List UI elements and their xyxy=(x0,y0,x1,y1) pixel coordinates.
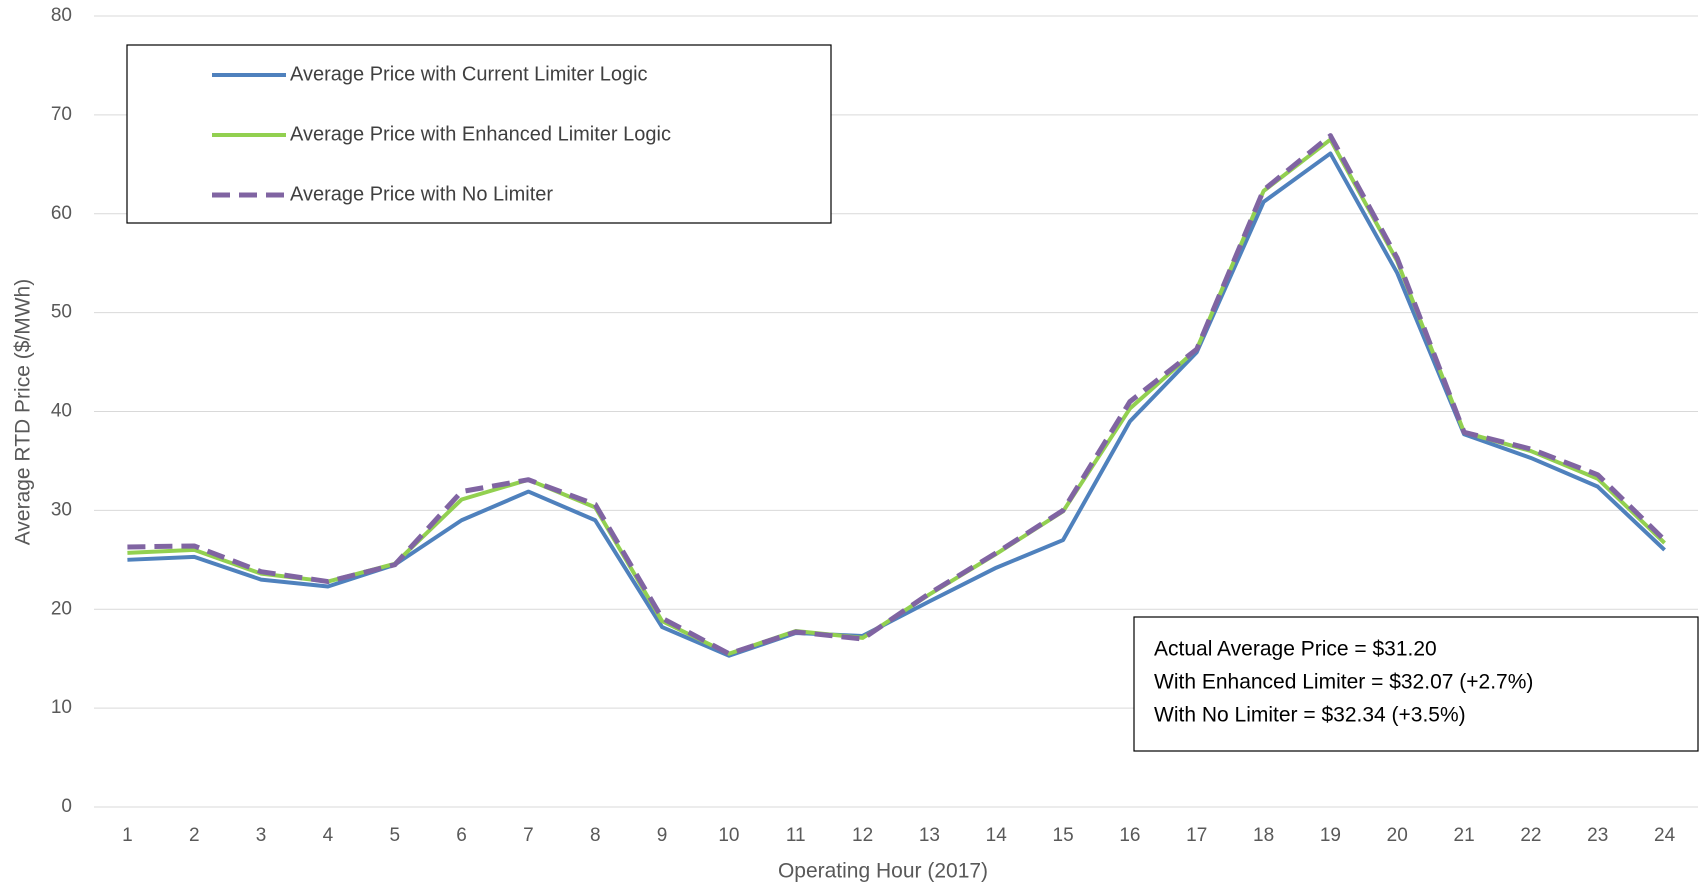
x-tick-label: 4 xyxy=(323,825,334,846)
x-tick-label: 2 xyxy=(189,825,200,846)
x-tick-label: 15 xyxy=(1053,825,1074,846)
y-tick-label: 60 xyxy=(51,203,72,224)
x-tick-label: 19 xyxy=(1320,825,1341,846)
y-tick-label: 0 xyxy=(61,796,72,817)
x-tick-label: 24 xyxy=(1654,825,1676,846)
legend-label: Average Price with Current Limiter Logic xyxy=(290,63,648,85)
x-tick-label: 10 xyxy=(718,825,739,846)
x-tick-label: 23 xyxy=(1587,825,1608,846)
legend: Average Price with Current Limiter Logic… xyxy=(126,44,832,224)
x-tick-label: 22 xyxy=(1520,825,1541,846)
series-line xyxy=(127,133,1667,657)
x-tick-label: 20 xyxy=(1387,825,1408,846)
x-tick-label: 8 xyxy=(590,825,601,846)
y-tick-label: 70 xyxy=(51,104,72,125)
y-tick-label: 50 xyxy=(51,302,72,323)
x-axis-label: Operating Hour (2017) xyxy=(778,860,988,883)
annotation: Actual Average Price = $31.20 With Enhanc… xyxy=(1133,616,1699,752)
legend-label: Average Price with No Limiter xyxy=(290,183,553,205)
y-tick-label: 40 xyxy=(51,401,72,422)
x-tick-label: 7 xyxy=(523,825,534,846)
annotation-line: With Enhanced Limiter = $32.07 (+2.7%) xyxy=(1154,671,1533,694)
y-axis-label: Average RTD Price ($/MWh) xyxy=(12,279,35,545)
x-tick-label: 1 xyxy=(122,825,133,846)
x-tick-label: 21 xyxy=(1454,825,1475,846)
x-tick-label: 11 xyxy=(786,825,806,846)
x-tick-label: 14 xyxy=(986,825,1008,846)
y-tick-label: 80 xyxy=(51,5,72,26)
x-tick-label: 13 xyxy=(919,825,940,846)
legend-label: Average Price with Enhanced Limiter Logi… xyxy=(290,123,671,145)
annotation-line: With No Limiter = $32.34 (+3.5%) xyxy=(1154,704,1466,727)
annotation-box xyxy=(1133,616,1699,752)
x-tick-label: 6 xyxy=(456,825,467,846)
annotation-line: Actual Average Price = $31.20 xyxy=(1154,638,1437,661)
x-tick-label: 16 xyxy=(1119,825,1140,846)
y-tick-label: 20 xyxy=(51,598,72,619)
x-tick-label: 18 xyxy=(1253,825,1274,846)
y-tick-label: 10 xyxy=(51,697,72,718)
series-line xyxy=(127,151,1666,658)
y-tick-label: 30 xyxy=(51,499,72,520)
x-tick-label: 9 xyxy=(657,825,668,846)
x-tick-label: 5 xyxy=(389,825,400,846)
x-tick-label: 3 xyxy=(256,825,267,846)
x-tick-label: 12 xyxy=(852,825,873,846)
x-tick-label: 17 xyxy=(1186,825,1207,846)
